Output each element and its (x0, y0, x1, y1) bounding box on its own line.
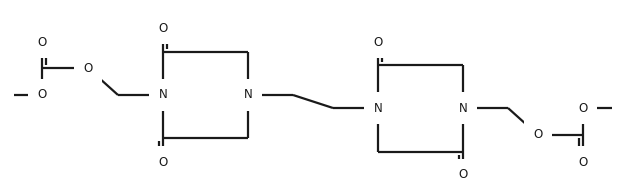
Text: N: N (158, 89, 167, 101)
Text: N: N (244, 89, 252, 101)
Text: O: O (458, 169, 468, 181)
Text: N: N (459, 101, 468, 115)
Text: O: O (38, 36, 46, 48)
Text: O: O (158, 155, 168, 169)
Text: O: O (578, 155, 588, 169)
Text: O: O (83, 62, 93, 74)
Text: O: O (158, 21, 168, 35)
Text: O: O (373, 36, 382, 48)
Text: N: N (374, 101, 382, 115)
Text: O: O (533, 128, 543, 142)
Text: O: O (38, 89, 46, 101)
Text: O: O (578, 101, 588, 115)
